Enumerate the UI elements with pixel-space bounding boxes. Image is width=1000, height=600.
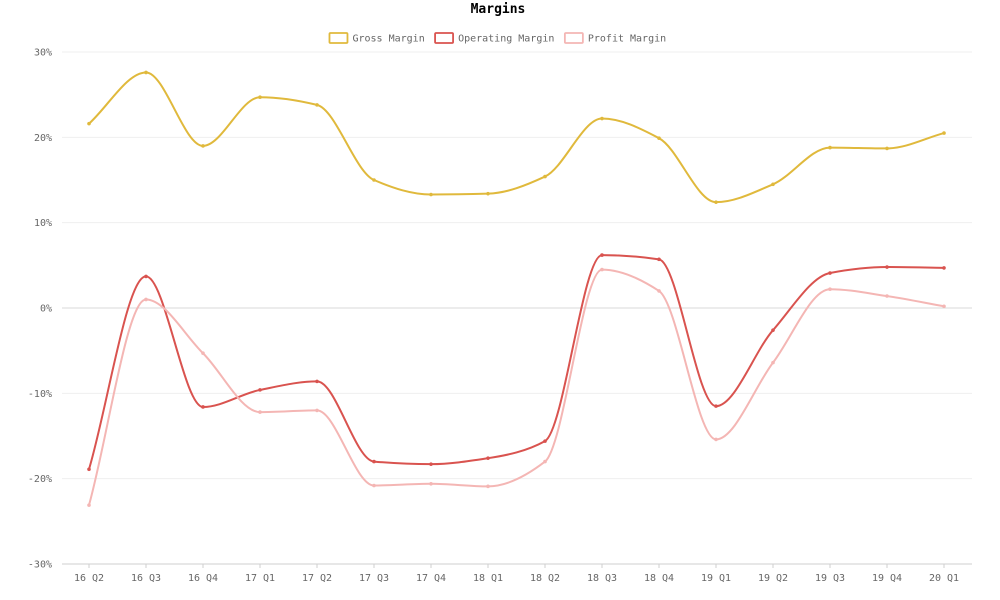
x-tick-label: 19 Q1 (701, 573, 731, 584)
data-point-operating-margin (87, 467, 91, 472)
x-tick-label: 18 Q2 (530, 573, 560, 584)
data-point-gross-margin (258, 95, 262, 100)
data-point-operating-margin (201, 405, 205, 409)
data-point-profit-margin (942, 304, 946, 309)
data-point-gross-margin (714, 200, 718, 204)
data-point-gross-margin (144, 70, 148, 75)
legend-label: Operating Margin (458, 34, 554, 45)
x-tick-label: 19 Q2 (758, 573, 788, 584)
data-point-operating-margin (771, 328, 775, 332)
y-tick-label: -10% (28, 389, 52, 400)
data-point-profit-margin (201, 351, 205, 356)
data-point-gross-margin (942, 131, 946, 135)
data-point-operating-margin (657, 257, 661, 262)
data-point-gross-margin (486, 191, 490, 196)
legend-swatch (328, 32, 349, 44)
y-axis: 30% 20% 10% 0% -10% -20% -30% (28, 48, 52, 571)
x-tick-label: 20 Q1 (929, 573, 959, 584)
data-point-profit-margin (486, 484, 490, 489)
x-tick-label: 16 Q2 (74, 573, 104, 584)
chart-title: Margins (471, 2, 526, 17)
data-point-operating-margin (144, 274, 148, 279)
data-point-operating-margin (372, 459, 376, 464)
data-point-gross-margin (429, 192, 433, 197)
series-gross-margin (87, 70, 946, 204)
y-tick-label: -30% (28, 560, 52, 571)
data-point-gross-margin (828, 145, 832, 150)
data-point-gross-margin (315, 103, 319, 107)
y-tick-label: -20% (28, 474, 52, 485)
x-tick-label: 17 Q1 (245, 573, 275, 584)
series-profit-margin (87, 267, 946, 507)
x-tick-label: 19 Q4 (872, 573, 902, 584)
data-point-operating-margin (828, 271, 832, 275)
y-tick-label: 20% (34, 133, 52, 144)
legend-swatch (563, 32, 584, 44)
legend: Gross Margin Operating Margin Profit Margi… (328, 32, 666, 45)
data-point-operating-margin (543, 439, 547, 443)
data-point-operating-margin (429, 462, 433, 466)
legend-swatch (434, 32, 454, 44)
data-point-profit-margin (714, 437, 718, 442)
y-tick-label: 30% (34, 48, 52, 59)
x-tick-label: 16 Q4 (188, 573, 218, 584)
data-point-profit-margin (657, 289, 661, 293)
data-point-gross-margin (201, 144, 205, 148)
data-point-gross-margin (600, 116, 604, 121)
series-line-profit-margin (88, 268, 945, 507)
data-point-profit-margin (429, 481, 433, 486)
legend-item-gross-margin[interactable]: Gross Margin (328, 32, 425, 45)
y-tick-label: 0% (40, 304, 52, 315)
data-point-operating-margin (885, 265, 889, 269)
x-tick-label: 17 Q4 (416, 573, 446, 584)
legend-label: Profit Margin (588, 34, 666, 45)
x-tick-label: 18 Q3 (587, 573, 617, 584)
x-tick-label: 17 Q3 (359, 573, 389, 584)
data-point-operating-margin (942, 266, 946, 270)
data-point-gross-margin (771, 182, 775, 187)
data-point-profit-margin (771, 360, 775, 365)
data-point-profit-margin (600, 267, 604, 272)
x-tick-label: 16 Q3 (131, 573, 161, 584)
data-point-profit-margin (315, 408, 319, 413)
x-tick-label: 17 Q2 (302, 573, 332, 584)
data-point-profit-margin (828, 287, 832, 292)
series-group (87, 70, 946, 507)
data-point-operating-margin (258, 388, 262, 392)
gridlines (62, 51, 972, 565)
data-point-profit-margin (372, 483, 376, 488)
data-point-gross-margin (372, 178, 376, 182)
x-axis: 16 Q2 16 Q3 16 Q4 17 Q1 17 Q2 17 Q3 17 Q4 18 Q1… (74, 564, 959, 584)
legend-item-operating-margin[interactable]: Operating Margin (434, 32, 554, 45)
y-tick-label: 10% (34, 218, 52, 229)
data-point-profit-margin (144, 297, 148, 302)
data-point-profit-margin (543, 459, 547, 464)
series-line-operating-margin (88, 254, 945, 471)
data-point-profit-margin (258, 410, 262, 414)
data-point-gross-margin (885, 146, 889, 151)
legend-label: Gross Margin (352, 34, 424, 45)
x-tick-label: 18 Q1 (473, 573, 503, 584)
data-point-gross-margin (87, 121, 91, 126)
series-operating-margin (87, 253, 946, 472)
data-point-profit-margin (885, 294, 889, 298)
x-tick-label: 19 Q3 (815, 573, 845, 584)
data-point-operating-margin (714, 404, 718, 408)
series-line-gross-margin (88, 71, 945, 204)
data-point-operating-margin (315, 379, 319, 384)
x-tick-label: 18 Q4 (644, 573, 674, 584)
data-point-operating-margin (486, 456, 490, 460)
data-point-operating-margin (600, 253, 604, 257)
legend-item-profit-margin[interactable]: Profit Margin (563, 32, 666, 45)
data-point-profit-margin (87, 503, 91, 507)
data-point-gross-margin (657, 136, 661, 140)
data-point-gross-margin (543, 174, 547, 179)
